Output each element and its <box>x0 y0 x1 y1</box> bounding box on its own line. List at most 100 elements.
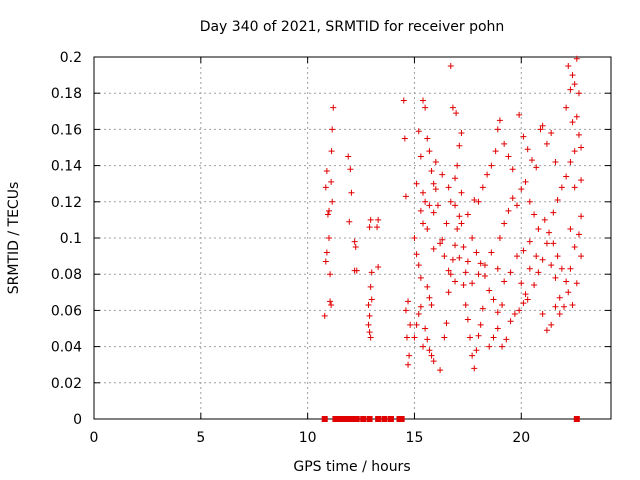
data-point <box>345 153 352 160</box>
data-point <box>503 336 510 343</box>
data-point <box>407 321 414 328</box>
data-point <box>413 321 420 328</box>
data-point <box>464 316 471 323</box>
data-point <box>368 269 375 276</box>
zero-point <box>360 416 367 422</box>
data-point <box>417 274 424 281</box>
data-point <box>535 225 542 232</box>
data-point <box>475 271 482 278</box>
data-point <box>322 258 329 265</box>
data-point <box>507 318 514 325</box>
y-tick-label: 0.04 <box>51 340 82 356</box>
data-point <box>447 271 454 278</box>
data-point <box>453 110 460 117</box>
data-point <box>526 198 533 205</box>
data-point <box>454 225 461 232</box>
data-point <box>420 220 426 227</box>
grid-lines <box>94 57 611 419</box>
plot-frame <box>93 56 612 420</box>
data-point <box>490 334 497 341</box>
data-point <box>501 278 508 285</box>
data-point <box>543 140 550 147</box>
data-point <box>445 267 452 274</box>
x-tick-label: 10 <box>299 430 317 446</box>
data-point <box>477 321 484 328</box>
data-point <box>575 131 582 138</box>
data-point <box>367 283 374 290</box>
data-point <box>402 307 409 314</box>
data-point <box>526 238 533 245</box>
data-point <box>578 144 585 151</box>
data-point <box>327 271 334 278</box>
data-point <box>554 253 561 260</box>
data-point <box>571 184 578 191</box>
data-point <box>367 334 374 341</box>
data-point <box>464 211 471 218</box>
data-point <box>366 329 373 336</box>
data-point <box>501 140 508 147</box>
data-point <box>402 193 409 200</box>
data-point <box>405 298 412 305</box>
data-point <box>558 184 565 191</box>
data-point <box>428 168 435 175</box>
y-tick-label: 0.06 <box>51 303 82 319</box>
data-point <box>426 148 433 155</box>
data-point <box>413 251 420 258</box>
data-point <box>447 63 454 70</box>
data-point <box>460 244 467 251</box>
data-point <box>488 249 495 256</box>
data-point <box>556 311 563 318</box>
data-point <box>528 157 535 164</box>
data-point <box>481 262 488 269</box>
data-point <box>329 126 336 133</box>
data-point <box>569 301 576 308</box>
data-point <box>552 158 559 165</box>
data-point <box>548 130 555 137</box>
data-point <box>456 213 463 220</box>
data-point <box>424 225 431 232</box>
data-point <box>439 236 446 243</box>
y-tick-label: 0.18 <box>51 86 82 102</box>
data-point <box>494 309 501 316</box>
data-point <box>507 269 514 276</box>
x-tick-label: 0 <box>90 430 99 446</box>
data-point <box>569 119 576 126</box>
data-point <box>441 334 448 341</box>
data-point <box>400 97 407 104</box>
data-point <box>531 211 538 218</box>
data-point <box>405 361 412 368</box>
data-point <box>505 207 512 214</box>
data-point <box>417 153 424 160</box>
y-tick-label: 0.2 <box>60 50 82 66</box>
data-point <box>548 321 555 328</box>
data-point <box>518 280 525 287</box>
data-point <box>486 343 493 350</box>
data-point <box>516 111 523 118</box>
data-point <box>452 278 459 285</box>
data-point <box>432 158 439 165</box>
data-point <box>475 198 482 205</box>
data-point <box>452 175 459 182</box>
zero-point <box>321 416 328 422</box>
data-point <box>567 86 574 93</box>
data-point <box>533 164 540 171</box>
data-point <box>456 254 463 261</box>
data-point <box>479 305 486 312</box>
data-point <box>578 177 585 184</box>
data-point <box>573 280 580 287</box>
data-point <box>365 321 372 328</box>
data-point <box>531 282 538 289</box>
data-point <box>452 202 459 209</box>
data-point <box>494 325 501 332</box>
data-point <box>323 168 330 175</box>
data-point <box>426 347 433 354</box>
data-point <box>437 367 444 374</box>
data-point <box>430 180 437 187</box>
zero-point <box>381 416 388 422</box>
data-point <box>552 274 559 281</box>
data-point <box>524 296 531 303</box>
data-point <box>481 273 488 280</box>
data-point <box>454 162 461 169</box>
data-point <box>464 258 471 265</box>
data-point <box>578 253 585 260</box>
